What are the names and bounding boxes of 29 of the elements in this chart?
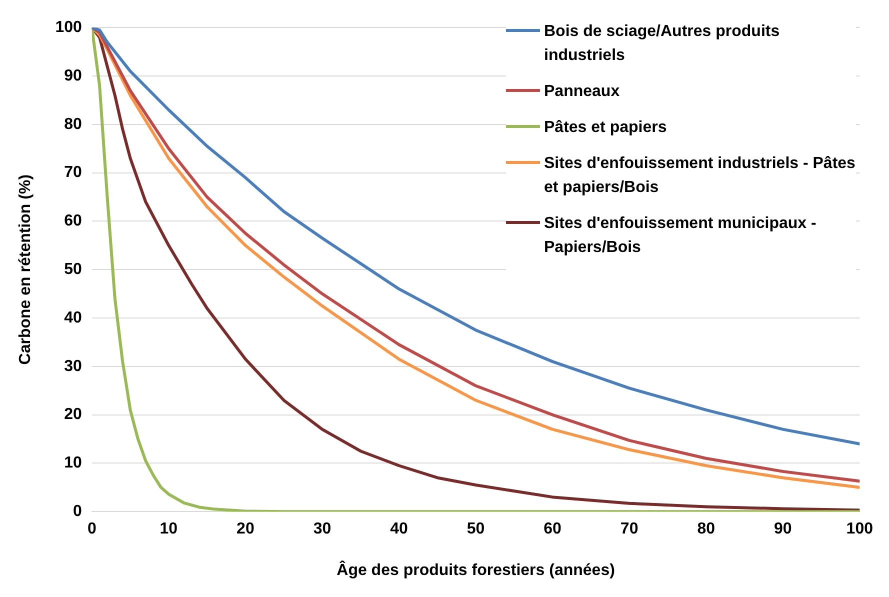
y-tick-label: 10 — [64, 454, 82, 472]
y-tick-label: 50 — [64, 261, 82, 278]
x-tick-label: 100 — [846, 520, 874, 538]
y-axis-title: Carbone en rétention (%) — [17, 174, 34, 365]
legend-label: Sites d'enfouissement municipaux - Papiers/Bois — [544, 214, 818, 258]
x-tick-label: 20 — [236, 520, 254, 538]
y-tick-label: 40 — [64, 309, 82, 326]
x-tick-label: 60 — [544, 520, 562, 538]
x-tick-label: 40 — [390, 520, 408, 538]
y-tick-label: 30 — [64, 358, 82, 375]
x-tick-label: 30 — [313, 520, 332, 538]
y-tick-label: 0 — [72, 503, 82, 520]
x-axis-title: Âge des produits forestiers (années) — [336, 560, 615, 579]
y-tick-label: 100 — [55, 19, 82, 36]
legend-label: Sites d'enfouissement industriels - Pâtes et papiers/Bois — [544, 154, 856, 198]
legend-label: Panneaux — [544, 82, 620, 102]
y-tick-label: 70 — [64, 164, 82, 182]
legend-label: Pâtes et papiers — [544, 118, 667, 138]
x-tick-label: 50 — [466, 520, 485, 538]
x-tick-label: 90 — [774, 520, 792, 538]
x-tick-label: 70 — [620, 520, 638, 538]
y-tick-label: 80 — [64, 116, 82, 133]
x-tick-label: 10 — [160, 520, 178, 538]
legend-label: Bois de sciage/Autres produits industriels — [544, 22, 781, 66]
x-tick-label: 0 — [87, 520, 96, 538]
y-tick-label: 20 — [64, 406, 82, 424]
y-tick-label: 90 — [64, 67, 82, 84]
x-tick-label: 80 — [697, 520, 716, 538]
y-tick-label: 60 — [64, 212, 82, 230]
